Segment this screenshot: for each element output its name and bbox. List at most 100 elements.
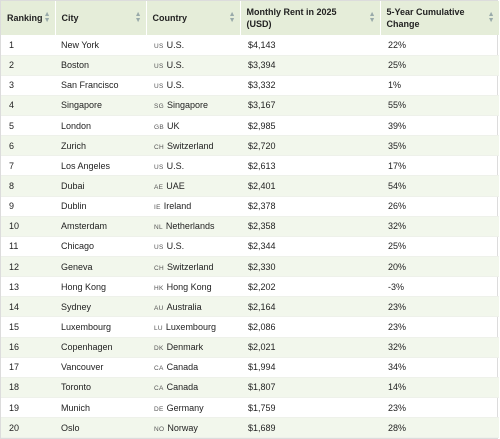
country-name: U.S. bbox=[166, 160, 185, 171]
cell-ranking: 16 bbox=[1, 337, 55, 358]
country-name: Canada bbox=[166, 362, 199, 373]
table-row: 20 Oslo NO Norway $1,689 28% bbox=[1, 417, 499, 439]
cell-monthly-rent: $2,330 bbox=[240, 256, 380, 278]
cell-country: CH Switzerland bbox=[146, 256, 240, 278]
country-code-flag-icon: LU bbox=[154, 325, 163, 333]
cell-monthly-rent: $2,378 bbox=[240, 196, 380, 217]
cell-city: Sydney bbox=[55, 296, 146, 318]
cell-ranking: 4 bbox=[1, 95, 55, 117]
country-name: Switzerland bbox=[167, 140, 214, 151]
country-code-flag-icon: CH bbox=[154, 143, 164, 151]
table-row: 19 Munich DE Germany $1,759 23% bbox=[1, 397, 499, 419]
cell-monthly-rent: $4,143 bbox=[240, 35, 380, 56]
cell-country: CH Switzerland bbox=[146, 135, 240, 157]
country-name: UK bbox=[167, 120, 180, 131]
sort-arrows-icon[interactable]: ▲ ▼ bbox=[368, 11, 376, 24]
cell-ranking: 5 bbox=[1, 115, 55, 137]
cell-5yr-change: 32% bbox=[380, 337, 499, 358]
cell-ranking: 6 bbox=[1, 135, 55, 157]
cell-monthly-rent: $2,985 bbox=[240, 115, 380, 137]
table-row: 12 Geneva CH Switzerland $2,330 20% bbox=[1, 256, 499, 278]
cell-city: Zurich bbox=[55, 135, 146, 157]
cell-5yr-change: 28% bbox=[380, 417, 499, 439]
cell-5yr-change: 20% bbox=[380, 256, 499, 278]
table-row: 10 Amsterdam NL Netherlands $2,358 32% bbox=[1, 216, 499, 237]
cell-5yr-change: 34% bbox=[380, 357, 499, 378]
header-label: 5-Year Cumulative Change bbox=[386, 7, 465, 29]
table-row: 14 Sydney AU Australia $2,164 23% bbox=[1, 296, 499, 318]
sort-arrows-icon[interactable]: ▲ ▼ bbox=[43, 11, 51, 24]
cell-city: Boston bbox=[55, 55, 146, 76]
cell-city: Hong Kong bbox=[55, 276, 146, 298]
cell-monthly-rent: $2,021 bbox=[240, 337, 380, 358]
sort-arrows-icon[interactable]: ▲ ▼ bbox=[228, 11, 236, 24]
cell-5yr-change: 26% bbox=[380, 196, 499, 217]
cell-country: IE Ireland bbox=[146, 196, 240, 217]
cell-country: US U.S. bbox=[146, 35, 240, 56]
country-code-flag-icon: DE bbox=[154, 405, 164, 413]
cell-city: Amsterdam bbox=[55, 216, 146, 237]
header-country[interactable]: Country ▲ ▼ bbox=[146, 1, 241, 35]
sort-arrows-icon[interactable]: ▲ ▼ bbox=[487, 11, 495, 24]
cell-country: US U.S. bbox=[146, 55, 240, 76]
cell-country: NO Norway bbox=[146, 417, 240, 439]
cell-ranking: 12 bbox=[1, 256, 55, 278]
cell-monthly-rent: $1,994 bbox=[240, 357, 380, 378]
cell-ranking: 8 bbox=[1, 175, 55, 197]
cell-ranking: 14 bbox=[1, 296, 55, 318]
table-body: 1 New York US U.S. $4,143 22% 2 Boston US U.S. $3,… bbox=[1, 35, 499, 439]
cell-ranking: 11 bbox=[1, 236, 55, 258]
country-name: Ireland bbox=[163, 201, 192, 212]
header-monthly-rent[interactable]: Monthly Rent in 2025 (USD) ▲ ▼ bbox=[240, 1, 381, 35]
cell-country: US U.S. bbox=[146, 236, 240, 258]
sort-arrows-icon[interactable]: ▲ ▼ bbox=[134, 11, 142, 24]
cell-ranking: 1 bbox=[1, 35, 55, 56]
cell-city: London bbox=[55, 115, 146, 137]
cell-5yr-change: 14% bbox=[380, 377, 499, 399]
country-code-flag-icon: NL bbox=[154, 224, 163, 232]
country-code-flag-icon: GB bbox=[154, 123, 164, 131]
cell-5yr-change: 54% bbox=[380, 175, 499, 197]
country-code-flag-icon: CH bbox=[154, 264, 164, 272]
country-code-flag-icon: DK bbox=[154, 345, 164, 353]
table-row: 1 New York US U.S. $4,143 22% bbox=[1, 35, 499, 56]
cell-monthly-rent: $1,689 bbox=[240, 417, 380, 439]
table-row: 9 Dublin IE Ireland $2,378 26% bbox=[1, 196, 499, 217]
header-label: City bbox=[61, 13, 79, 23]
country-name: U.S. bbox=[166, 60, 185, 71]
cell-country: CA Canada bbox=[146, 357, 240, 378]
table-row: 4 Singapore SG Singapore $3,167 55% bbox=[1, 95, 499, 117]
cell-ranking: 18 bbox=[1, 377, 55, 399]
country-code-flag-icon: US bbox=[154, 63, 164, 71]
cell-5yr-change: 23% bbox=[380, 397, 499, 419]
cell-city: Dubai bbox=[55, 175, 146, 197]
table-row: 3 San Francisco US U.S. $3,332 1% bbox=[1, 75, 499, 96]
header-label: Country bbox=[152, 13, 188, 23]
country-name: UAE bbox=[166, 181, 185, 192]
cell-5yr-change: 55% bbox=[380, 95, 499, 117]
cell-city: Luxembourg bbox=[55, 316, 146, 338]
header-label: Monthly Rent in 2025 (USD) bbox=[246, 7, 337, 29]
table-row: 15 Luxembourg LU Luxembourg $2,086 23% bbox=[1, 316, 499, 338]
cell-country: HK Hong Kong bbox=[146, 276, 240, 298]
cell-country: AE UAE bbox=[146, 175, 240, 197]
header-5yr-change[interactable]: 5-Year Cumulative Change ▲ ▼ bbox=[380, 1, 500, 35]
country-code-flag-icon: US bbox=[154, 244, 164, 252]
country-code-flag-icon: AE bbox=[154, 184, 164, 192]
header-row: Ranking ▲ ▼ City ▲ ▼ Country ▲ ▼ Monthly Rent … bbox=[1, 1, 500, 35]
cell-city: Munich bbox=[55, 397, 146, 419]
cell-city: Toronto bbox=[55, 377, 146, 399]
cell-city: Los Angeles bbox=[55, 155, 146, 177]
cell-monthly-rent: $3,167 bbox=[240, 95, 380, 117]
country-code-flag-icon: US bbox=[154, 42, 164, 50]
country-name: Canada bbox=[166, 382, 199, 393]
header-ranking[interactable]: Ranking ▲ ▼ bbox=[1, 1, 56, 35]
table-row: 8 Dubai AE UAE $2,401 54% bbox=[1, 175, 499, 197]
cell-country: US U.S. bbox=[146, 75, 240, 96]
cell-ranking: 13 bbox=[1, 276, 55, 298]
country-name: U.S. bbox=[166, 39, 185, 50]
cell-ranking: 2 bbox=[1, 55, 55, 76]
header-city[interactable]: City ▲ ▼ bbox=[55, 1, 147, 35]
